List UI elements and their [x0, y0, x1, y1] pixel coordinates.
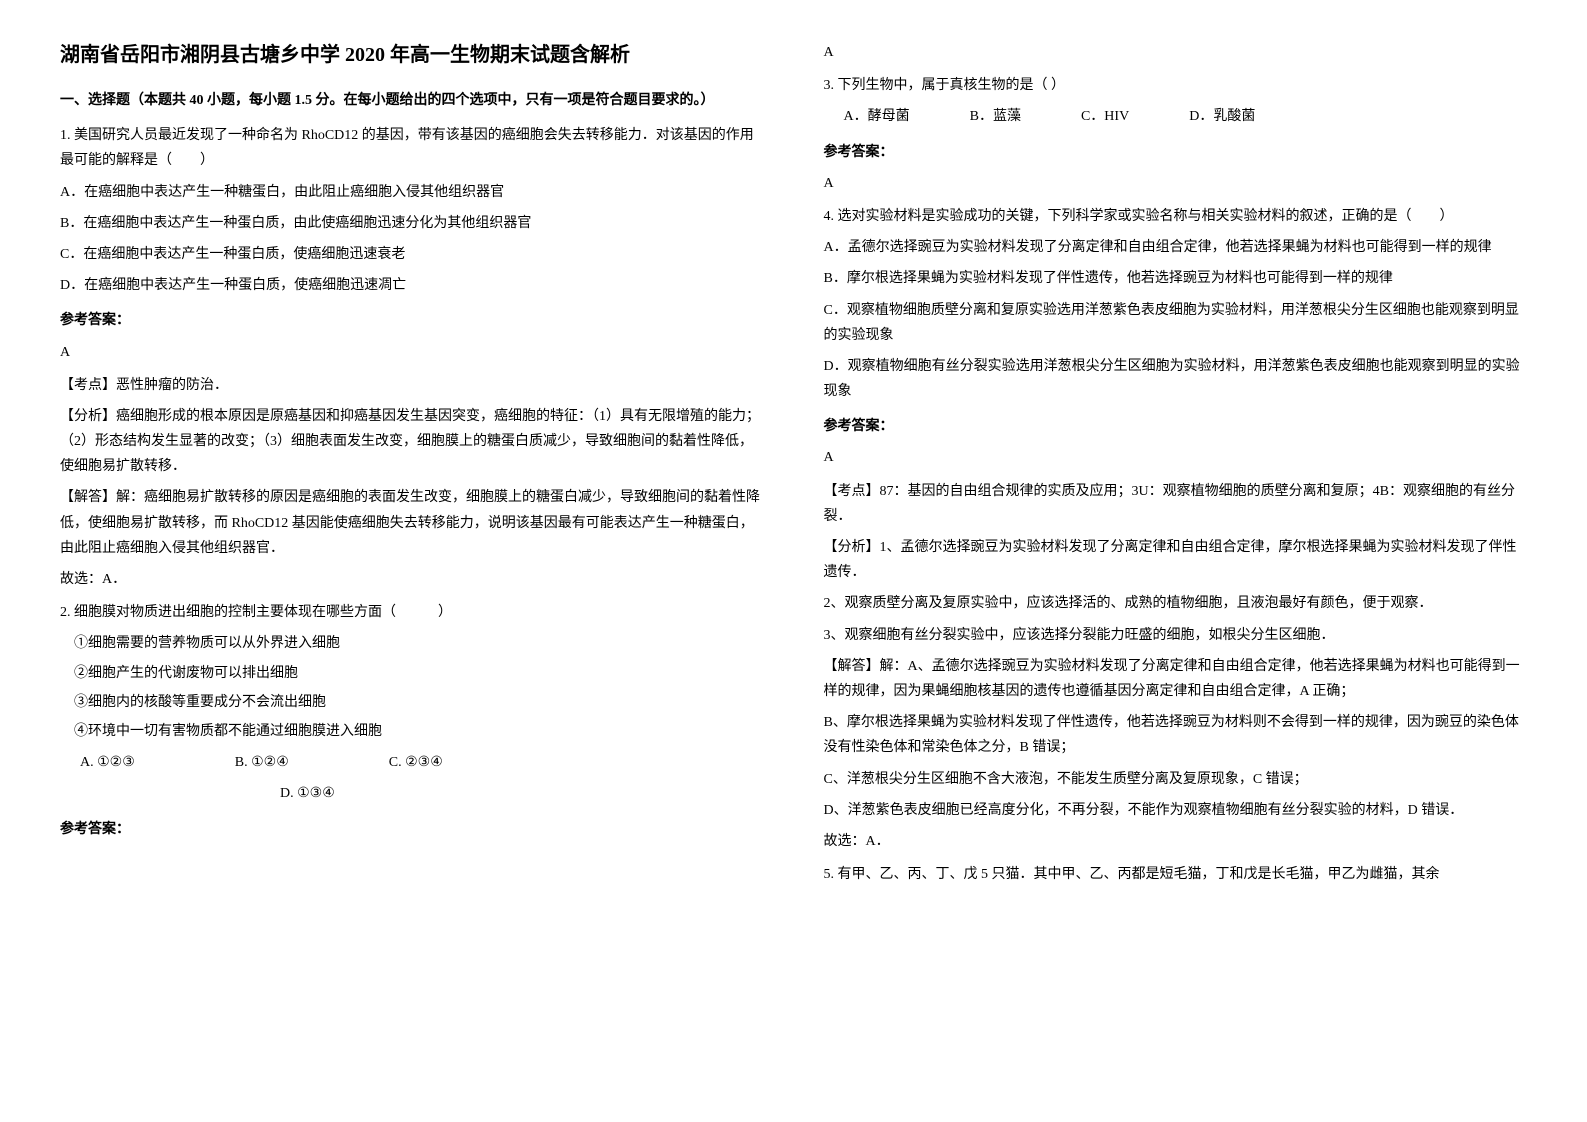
q2-option-d: D. ①③④	[280, 781, 764, 806]
q4-option-c: C．观察植物细胞质壁分离和复原实验选用洋葱紫色表皮细胞为实验材料，用洋葱根尖分生…	[824, 298, 1528, 348]
q3-options: A．酵母菌 B．蓝藻 C．HIV D．乳酸菌	[844, 104, 1528, 129]
q2-sub4: ④环境中一切有害物质都不能通过细胞膜进入细胞	[74, 719, 764, 744]
q1-guxuan: 故选：A．	[60, 567, 764, 592]
q3-option-d: D．乳酸菌	[1189, 104, 1255, 129]
q4-option-d: D．观察植物细胞有丝分裂实验选用洋葱根尖分生区细胞为实验材料，用洋葱紫色表皮细胞…	[824, 354, 1528, 404]
q2-answer: A	[824, 40, 1528, 65]
q1-fenxi: 【分析】癌细胞形成的根本原因是原癌基因和抑癌基因发生基因突变，癌细胞的特征：（1…	[60, 404, 764, 480]
q4-text: 4. 选对实验材料是实验成功的关键，下列科学家或实验名称与相关实验材料的叙述，正…	[824, 204, 1528, 229]
q4-option-a: A．孟德尔选择豌豆为实验材料发现了分离定律和自由组合定律，他若选择果蝇为材料也可…	[824, 235, 1528, 260]
q3-answer-label: 参考答案：	[824, 140, 1528, 165]
q3-text: 3. 下列生物中，属于真核生物的是（ ）	[824, 73, 1528, 98]
question-1: 1. 美国研究人员最近发现了一种命名为 RhoCD12 的基因，带有该基因的癌细…	[60, 123, 764, 592]
q1-option-b: B．在癌细胞中表达产生一种蛋白质，由此使癌细胞迅速分化为其他组织器官	[60, 211, 764, 236]
question-2: 2. 细胞膜对物质进出细胞的控制主要体现在哪些方面（ ） ①细胞需要的营养物质可…	[60, 600, 764, 842]
q3-answer: A	[824, 171, 1528, 196]
q2-option-a: A. ①②③	[80, 750, 135, 775]
q2-options-row1: A. ①②③ B. ①②④ C. ②③④	[80, 750, 764, 775]
q4-fenxi1: 【分析】1、孟德尔选择豌豆为实验材料发现了分离定律和自由组合定律，摩尔根选择果蝇…	[824, 535, 1528, 585]
q4-jieda-d: D、洋葱紫色表皮细胞已经高度分化，不再分裂，不能作为观察植物细胞有丝分裂实验的材…	[824, 798, 1528, 823]
q4-kaodian: 【考点】87：基因的自由组合规律的实质及应用；3U：观察植物细胞的质壁分离和复原…	[824, 479, 1528, 529]
q1-text: 1. 美国研究人员最近发现了一种命名为 RhoCD12 的基因，带有该基因的癌细…	[60, 123, 764, 173]
section-heading: 一、选择题（本题共 40 小题，每小题 1.5 分。在每小题给出的四个选项中，只…	[60, 88, 764, 113]
question-5: 5. 有甲、乙、丙、丁、戊 5 只猫．其中甲、乙、丙都是短毛猫，丁和戊是长毛猫，…	[824, 862, 1528, 887]
q4-option-b: B．摩尔根选择果蝇为实验材料发现了伴性遗传，他若选择豌豆为材料也可能得到一样的规…	[824, 266, 1528, 291]
q1-answer-label: 参考答案：	[60, 308, 764, 333]
q1-answer: A	[60, 340, 764, 365]
q4-jieda-c: C、洋葱根尖分生区细胞不含大液泡，不能发生质壁分离及复原现象，C 错误；	[824, 767, 1528, 792]
q2-sub-items: ①细胞需要的营养物质可以从外界进入细胞 ②细胞产生的代谢废物可以排出细胞 ③细胞…	[74, 631, 764, 744]
page-title: 湖南省岳阳市湘阴县古塘乡中学 2020 年高一生物期末试题含解析	[60, 40, 764, 70]
q2-sub3: ③细胞内的核酸等重要成分不会流出细胞	[74, 690, 764, 715]
q1-option-d: D．在癌细胞中表达产生一种蛋白质，使癌细胞迅速凋亡	[60, 273, 764, 298]
question-4: 4. 选对实验材料是实验成功的关键，下列科学家或实验名称与相关实验材料的叙述，正…	[824, 204, 1528, 854]
q1-option-c: C．在癌细胞中表达产生一种蛋白质，使癌细胞迅速衰老	[60, 242, 764, 267]
q1-option-a: A．在癌细胞中表达产生一种糖蛋白，由此阻止癌细胞入侵其他组织器官	[60, 180, 764, 205]
question-3: 3. 下列生物中，属于真核生物的是（ ） A．酵母菌 B．蓝藻 C．HIV D．…	[824, 73, 1528, 196]
q2-sub1: ①细胞需要的营养物质可以从外界进入细胞	[74, 631, 764, 656]
q2-text: 2. 细胞膜对物质进出细胞的控制主要体现在哪些方面（ ）	[60, 600, 764, 625]
q2-sub2: ②细胞产生的代谢废物可以排出细胞	[74, 661, 764, 686]
left-column: 湖南省岳阳市湘阴县古塘乡中学 2020 年高一生物期末试题含解析 一、选择题（本…	[60, 40, 764, 895]
q4-fenxi2: 2、观察质壁分离及复原实验中，应该选择活的、成熟的植物细胞，且液泡最好有颜色，便…	[824, 591, 1528, 616]
right-column: A 3. 下列生物中，属于真核生物的是（ ） A．酵母菌 B．蓝藻 C．HIV …	[824, 40, 1528, 895]
q3-option-a: A．酵母菌	[844, 104, 910, 129]
q2-option-b: B. ①②④	[235, 750, 289, 775]
q4-answer-label: 参考答案：	[824, 414, 1528, 439]
q4-jieda-b: B、摩尔根选择果蝇为实验材料发现了伴性遗传，他若选择豌豆为材料则不会得到一样的规…	[824, 710, 1528, 760]
q2-answer-label: 参考答案：	[60, 817, 764, 842]
q4-guxuan: 故选：A．	[824, 829, 1528, 854]
q3-option-c: C．HIV	[1081, 104, 1129, 129]
q4-jieda-a: 【解答】解：A、孟德尔选择豌豆为实验材料发现了分离定律和自由组合定律，他若选择果…	[824, 654, 1528, 704]
q2-option-c: C. ②③④	[389, 750, 443, 775]
q3-option-b: B．蓝藻	[970, 104, 1021, 129]
q1-jieda: 【解答】解：癌细胞易扩散转移的原因是癌细胞的表面发生改变，细胞膜上的糖蛋白减少，…	[60, 485, 764, 561]
q5-text: 5. 有甲、乙、丙、丁、戊 5 只猫．其中甲、乙、丙都是短毛猫，丁和戊是长毛猫，…	[824, 862, 1528, 887]
q4-fenxi3: 3、观察细胞有丝分裂实验中，应该选择分裂能力旺盛的细胞，如根尖分生区细胞．	[824, 623, 1528, 648]
q4-answer: A	[824, 445, 1528, 470]
q1-kaodian: 【考点】恶性肿瘤的防治．	[60, 373, 764, 398]
